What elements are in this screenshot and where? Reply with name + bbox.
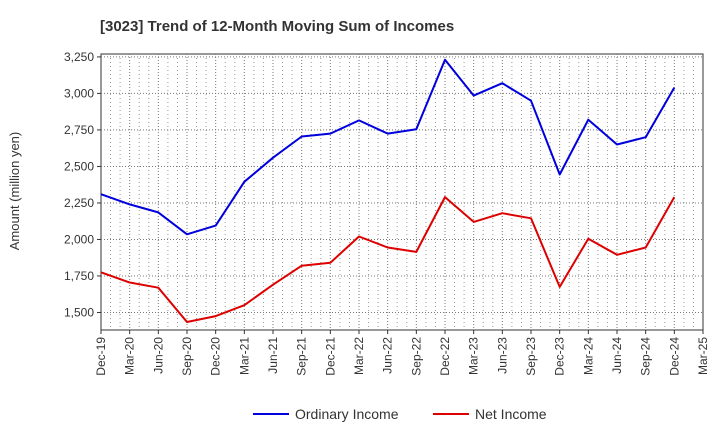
y-tick-label: 3,000 (64, 86, 94, 100)
y-axis-label: Amount (million yen) (7, 132, 22, 251)
x-tick-label: Dec-21 (323, 337, 337, 376)
x-tick-label: Sep-24 (639, 337, 653, 376)
x-tick-label: Jun-23 (495, 337, 509, 374)
series-lines (100, 58, 676, 323)
x-tick-label: Sep-22 (409, 337, 423, 376)
x-tick-label: Dec-20 (209, 337, 223, 376)
y-tick-label: 1,750 (64, 269, 94, 283)
x-tick-label: Mar-21 (237, 337, 251, 375)
plot-area (100, 53, 704, 331)
y-tick-label: 2,250 (64, 196, 94, 210)
x-tick-label: Sep-21 (295, 337, 309, 376)
grid-lines (101, 54, 703, 330)
x-tick-label: Dec-24 (667, 337, 681, 376)
y-tick-labels: 1,500 1,750 2,000 2,250 2,500 2,750 3,000 3,250 (64, 50, 101, 319)
legend-label-net-income: Net Income (475, 406, 547, 422)
y-tick-label: 2,750 (64, 123, 94, 137)
x-tick-label: Sep-20 (180, 337, 194, 376)
x-tick-label: Dec-19 (94, 337, 108, 376)
legend-label-ordinary-income: Ordinary Income (295, 406, 399, 422)
x-tick-label: Jun-20 (151, 337, 165, 374)
x-tick-label: Dec-22 (438, 337, 452, 376)
chart-title: [3023] Trend of 12-Month Moving Sum of I… (100, 18, 454, 35)
series-line-ordinary-income (100, 58, 676, 236)
x-tick-label: Jun-24 (610, 337, 624, 374)
y-tick-label: 1,500 (64, 305, 94, 319)
x-tick-label: Sep-23 (524, 337, 538, 376)
y-tick-label: 2,500 (64, 159, 94, 173)
x-tick-label: Mar-20 (123, 337, 137, 375)
x-tick-labels: Dec-19 Mar-20 Jun-20 Sep-20 Dec-20 Mar-21 Jun-… (94, 330, 710, 376)
x-tick-label: Mar-22 (352, 337, 366, 375)
x-tick-label: Mar-24 (581, 337, 595, 375)
series-line-net-income (100, 196, 676, 323)
x-tick-label: Jun-22 (381, 337, 395, 374)
x-tick-label: Jun-21 (266, 337, 280, 374)
x-tick-label: Mar-25 (696, 337, 710, 375)
y-tick-label: 2,000 (64, 232, 94, 246)
y-tick-label: 3,250 (64, 50, 94, 64)
x-tick-label: Dec-23 (553, 337, 567, 376)
legend: Ordinary Income Net Income (253, 406, 547, 422)
x-tick-label: Mar-23 (467, 337, 481, 375)
